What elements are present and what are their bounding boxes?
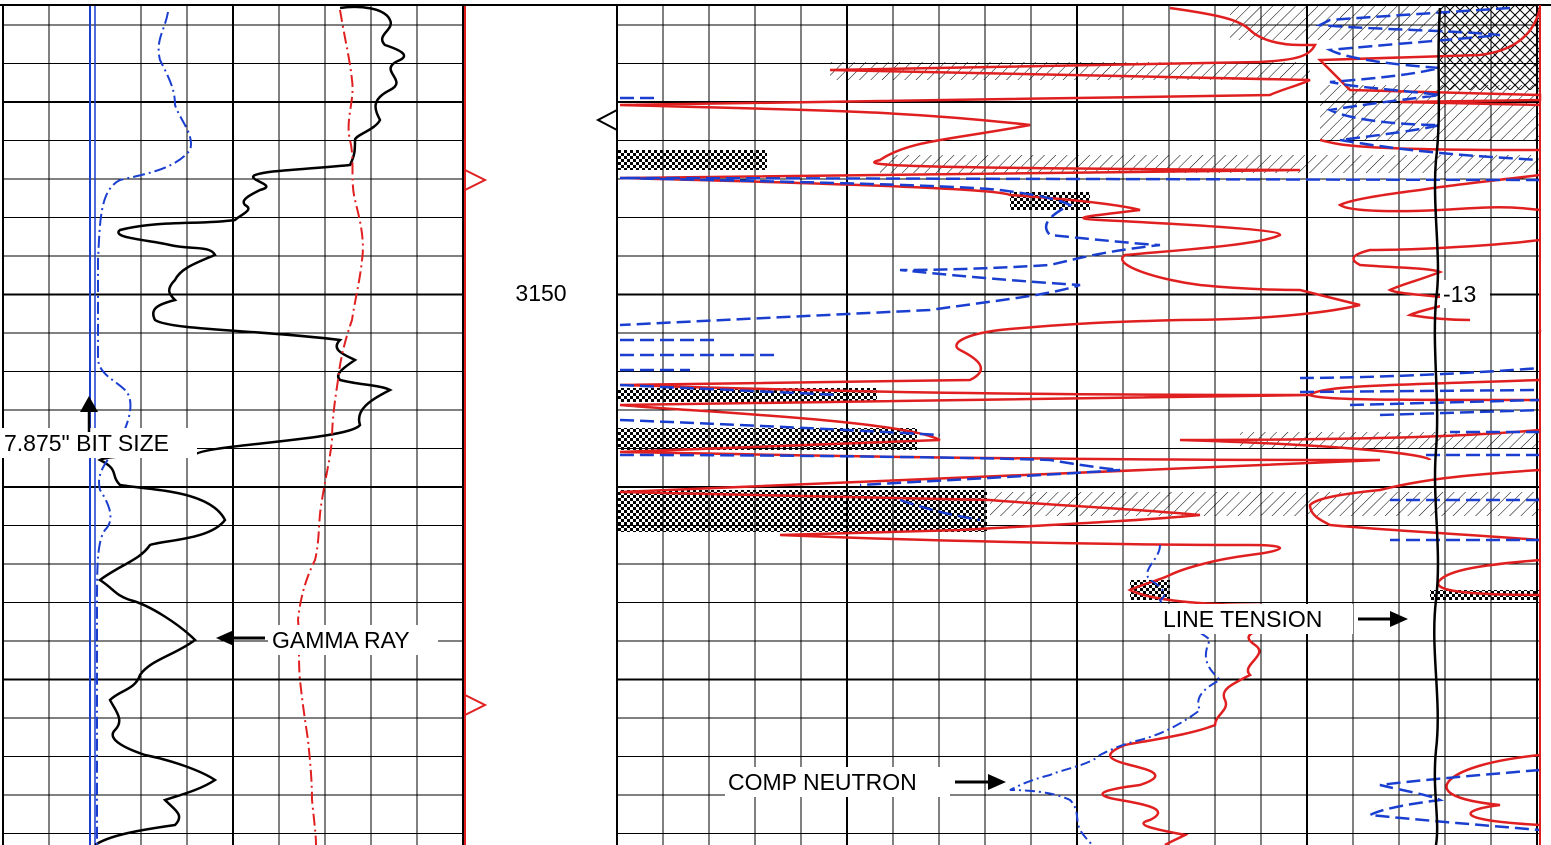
tension-readout-bg: [1440, 280, 1490, 308]
bit-size-label-bg: [2, 428, 197, 458]
depth-label-bg: [505, 278, 580, 308]
crossover-fills: [617, 5, 1540, 600]
hatch-fill-2: [830, 62, 1310, 80]
neutron-porosity-curve-lower: [1009, 544, 1222, 845]
depth-label: 3150: [515, 280, 566, 306]
line-tension-label: LINE TENSION: [1163, 606, 1322, 632]
density-porosity-curve: [619, 6, 1381, 845]
bit-size-arrow: [80, 396, 98, 432]
gamma-ray-label-bg: [268, 625, 438, 655]
tension-readout: -13: [1443, 281, 1476, 307]
depth-marker-arrow: [595, 109, 618, 131]
log-curves: [94, 5, 1542, 845]
depth-flag-1: [464, 169, 488, 191]
line-tension-curve: [1433, 7, 1442, 845]
neutron-porosity-curve: [619, 6, 1541, 832]
bit-size-label: 7.875" BIT SIZE: [4, 430, 169, 456]
check-fill-1: [617, 150, 767, 170]
depth-flag-2: [464, 694, 488, 716]
comp-neutron-label-bg: [725, 767, 950, 797]
gamma-ray-arrow: [216, 630, 265, 646]
comp-neutron-arrow: [955, 774, 1006, 790]
caliper-curve: [96, 11, 192, 845]
sp-curve: [296, 9, 364, 845]
check-fill-3: [617, 388, 877, 402]
hatch-fill-1: [1230, 5, 1440, 40]
xhatch-fill-1: [1440, 5, 1540, 90]
hatch-fill-6: [990, 492, 1540, 516]
left-track-grid: [2, 5, 464, 845]
right-track-grid: [616, 5, 1540, 845]
line-tension-label-bg: [1158, 604, 1353, 634]
line-tension-arrow: [1358, 611, 1408, 627]
comp-neutron-label: COMP NEUTRON: [728, 769, 917, 795]
gamma-ray-label: GAMMA RAY: [272, 627, 410, 653]
